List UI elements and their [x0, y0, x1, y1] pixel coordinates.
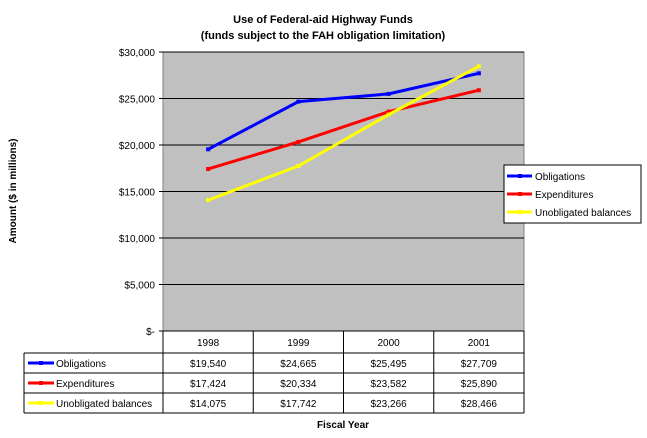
data-label: $25,495: [371, 359, 408, 370]
series-line-obligations: [207, 71, 480, 151]
data-label: $14,075: [190, 399, 227, 410]
x-tick-label: 1999: [287, 338, 310, 349]
data-label: $17,742: [280, 399, 317, 410]
x-tick-label: 2001: [468, 338, 491, 349]
data-label: $28,466: [461, 399, 498, 410]
legend-marker: [518, 192, 522, 196]
legend-marker: [518, 210, 522, 214]
data-label: $19,540: [190, 359, 227, 370]
data-label: $25,890: [461, 379, 498, 390]
table-row-label: Obligations: [56, 359, 106, 370]
x-tick-label: 2000: [378, 338, 401, 349]
data-label: $24,665: [280, 359, 317, 370]
chart-title: Use of Federal-aid Highway Funds: [233, 14, 413, 26]
data-point: [206, 166, 211, 171]
data-point: [206, 198, 211, 203]
data-label: $27,709: [461, 359, 498, 370]
y-tick-label: $10,000: [119, 234, 156, 245]
data-label: $23,266: [371, 399, 408, 410]
data-point: [386, 109, 391, 114]
y-tick-label: $25,000: [119, 95, 156, 106]
data-point: [296, 99, 301, 104]
data-point: [296, 139, 301, 144]
data-point: [476, 88, 481, 93]
data-label: $20,334: [280, 379, 317, 390]
y-tick-label: $-: [146, 327, 155, 338]
series-line-expenditures: [207, 88, 480, 171]
legend-label: Expenditures: [535, 190, 593, 201]
data-table: 1998 1999 2000 2001 Obligations $19,540 $24,66…: [23, 330, 525, 414]
y-tick-label: $5,000: [124, 281, 155, 292]
x-tick-label: 1998: [197, 338, 220, 349]
legend-label: Obligations: [535, 172, 585, 183]
table-row-label: Expenditures: [56, 379, 114, 390]
data-point: [386, 112, 391, 117]
y-tick-label: $30,000: [119, 48, 156, 59]
data-point: [296, 163, 301, 168]
y-axis-title: Amount ($ in millions): [8, 139, 19, 244]
series-line-unobligated-balances: [207, 64, 480, 202]
table-legend-marker: [39, 401, 43, 405]
table-row-label: Unobligated balances: [56, 399, 152, 410]
y-axis-ticks: $- $5,000 $10,000 $15,000 $20,000 $25,000 $30,…: [119, 48, 163, 338]
y-tick-label: $20,000: [119, 141, 156, 152]
x-axis-title: Fiscal Year: [317, 420, 369, 431]
table-legend-marker: [39, 361, 43, 365]
data-point: [476, 64, 481, 69]
data-point: [386, 91, 391, 96]
y-tick-label: $15,000: [119, 188, 156, 199]
legend-marker: [518, 174, 522, 178]
chart-subtitle: (funds subject to the FAH obligation lim…: [201, 30, 446, 42]
data-point: [206, 147, 211, 152]
data-label: $17,424: [190, 379, 227, 390]
legend-label: Unobligated balances: [535, 208, 631, 219]
legend: Obligations Expenditures Unobligated balan…: [503, 164, 642, 224]
table-legend-marker: [39, 381, 43, 385]
data-point: [476, 71, 481, 76]
series-lines: [206, 64, 481, 203]
data-label: $23,582: [371, 379, 408, 390]
